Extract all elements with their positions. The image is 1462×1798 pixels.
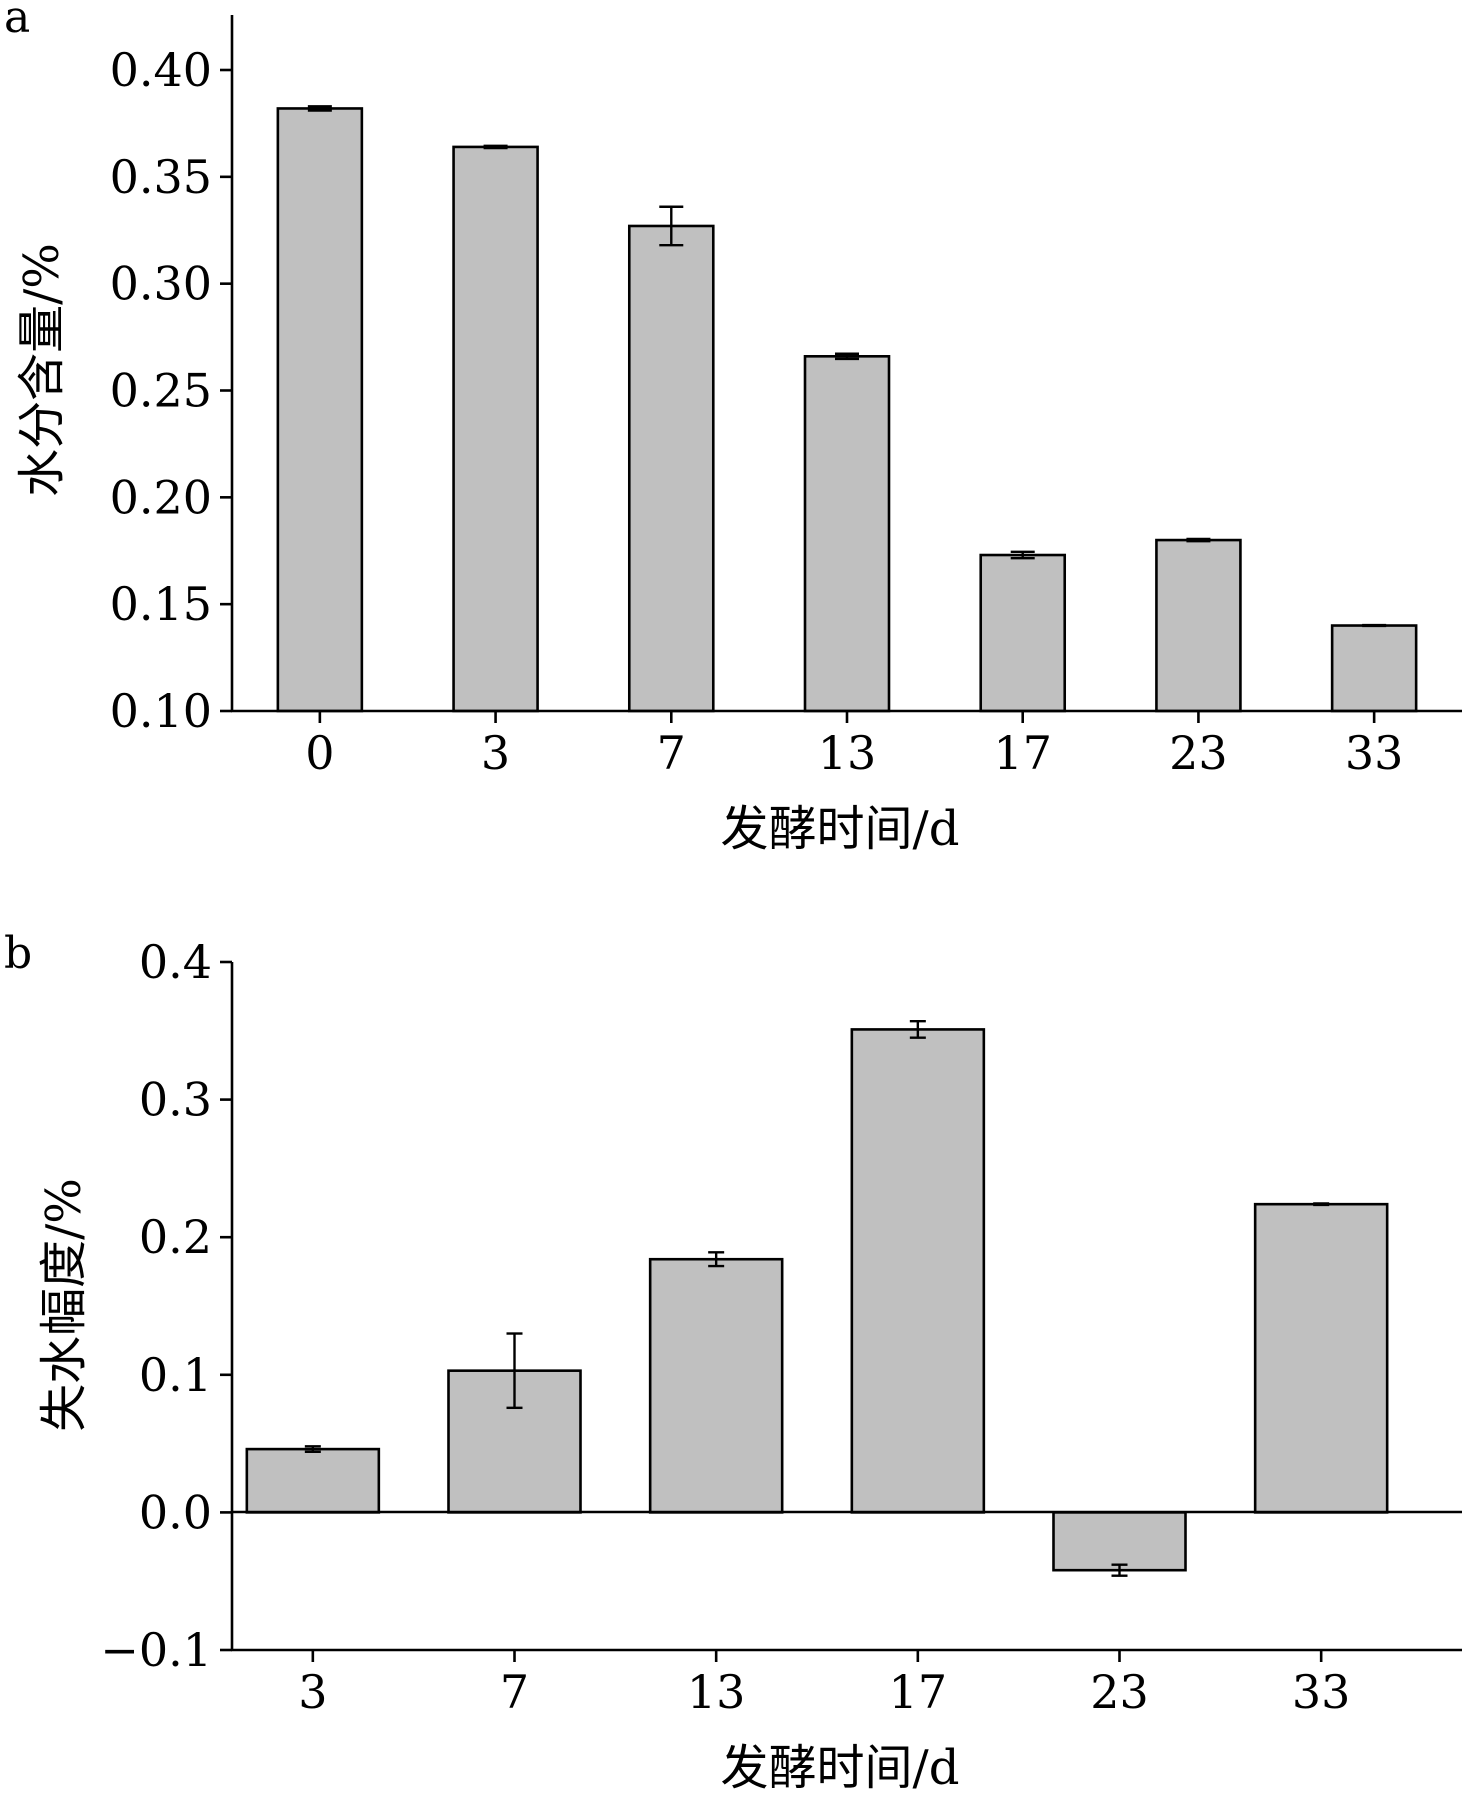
y-tick-label-b: 0.2: [139, 1210, 212, 1264]
bar-a-0: [276, 107, 364, 713]
y-tick-label-a: 0.20: [110, 470, 212, 524]
x-tick-label-b-23: 23: [1090, 1665, 1149, 1719]
y-ticks-group-a: 0.10 0.15 0.20 0.25 0.30 0.35 0.40: [110, 43, 232, 738]
y-axis-title-b: 失水幅度/%: [36, 1178, 92, 1432]
x-tick-label-b-13: 13: [687, 1665, 746, 1719]
bars-group-b: [245, 1028, 1389, 1572]
y-tick-label-b: −0.1: [100, 1623, 212, 1677]
y-tick-label-a: 0.30: [110, 257, 212, 311]
bar-a-3: [452, 145, 539, 713]
y-tick-label-b: 0.4: [139, 935, 212, 989]
x-tick-label-a-7: 7: [657, 726, 686, 780]
x-tick-label-a-33: 33: [1345, 726, 1404, 780]
y-tick-label-a: 0.25: [110, 364, 212, 418]
error-bars-group-b: [304, 1019, 1330, 1577]
x-tick-label-b-7: 7: [500, 1665, 529, 1719]
bar-b-3: [245, 1447, 381, 1514]
x-tick-label-a-13: 13: [818, 726, 877, 780]
error-bar-a-17: [1010, 550, 1035, 560]
bar-b-23: [1052, 1511, 1187, 1572]
bar-b-33: [1253, 1202, 1389, 1514]
error-bar-b-3: [304, 1445, 321, 1454]
x-tick-label-a-3: 3: [481, 726, 510, 780]
y-tick-label-b: 0.1: [139, 1348, 212, 1402]
error-bar-a-23: [1186, 537, 1211, 543]
error-bar-a-7: [659, 205, 684, 247]
panel-b: b −0.10.00.10.20.30.4 3 7 13 17 23 33 发酵时间/d …: [4, 928, 1462, 1796]
error-bar-a-13: [835, 352, 859, 361]
x-axis-title-b: 发酵时间/d: [721, 1740, 960, 1793]
error-bars-group-a: [307, 105, 1387, 628]
error-bar-a-33: [1362, 623, 1387, 628]
x-axis-title-a: 发酵时间/d: [721, 801, 960, 857]
y-tick-label-b: 0.0: [139, 1485, 212, 1539]
bar-a-7: [627, 224, 715, 713]
x-tick-label-a-0: 0: [305, 726, 334, 780]
panel-label-b: b: [4, 928, 32, 979]
x-ticks-group-a: 0 3 7 13 17 23 33: [305, 711, 1403, 780]
error-bar-b-33: [1313, 1202, 1330, 1207]
bar-b-13: [648, 1257, 784, 1514]
x-tick-label-b-33: 33: [1292, 1665, 1351, 1719]
y-tick-label-b: 0.3: [139, 1073, 212, 1127]
panel-a: a 0.10 0.15 0.20 0.25 0.30 0.35 0.40 0 3 7 13 17 23…: [4, 0, 1462, 857]
y-ticks-group-b: −0.1 0.0 0.1 0.2 0.3 0.4: [100, 935, 232, 1677]
x-tick-label-b-3: 3: [298, 1665, 327, 1719]
x-tick-label-b-17: 17: [889, 1665, 948, 1719]
error-bar-b-23: [1111, 1563, 1128, 1577]
bar-a-33: [1330, 624, 1418, 713]
bar-a-17: [979, 553, 1067, 713]
x-tick-label-a-17: 17: [993, 726, 1052, 780]
bar-b-17: [850, 1028, 986, 1514]
bar-a-13: [803, 355, 891, 713]
y-tick-label-a: 0.35: [110, 150, 212, 204]
bar-a-23: [1155, 538, 1242, 713]
error-bar-b-7: [506, 1332, 523, 1410]
panel-label-a: a: [4, 0, 30, 43]
y-tick-label-a: 0.40: [110, 43, 212, 97]
bars-group-a: [276, 107, 1418, 713]
y-tick-label-a: 0.15: [110, 577, 212, 631]
x-tick-label-a-23: 23: [1169, 726, 1228, 780]
error-bar-a-3: [483, 144, 508, 150]
error-bar-a-0: [307, 105, 332, 112]
y-axis-title-a: 水分含量/%: [14, 243, 70, 497]
error-bar-b-17: [909, 1019, 926, 1039]
x-ticks-group-b: 3 7 13 17 23 33: [298, 1650, 1350, 1719]
error-bar-b-13: [708, 1251, 725, 1268]
y-tick-label-a: 0.10: [110, 684, 212, 738]
